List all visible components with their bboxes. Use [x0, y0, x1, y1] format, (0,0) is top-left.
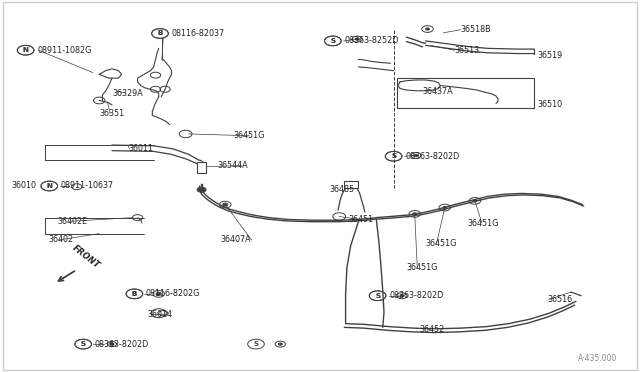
Text: 36518B: 36518B [461, 25, 492, 34]
Text: 36513: 36513 [454, 46, 479, 55]
Text: 36510: 36510 [538, 100, 563, 109]
Text: 36437A: 36437A [422, 87, 453, 96]
Circle shape [473, 200, 477, 202]
Text: S: S [81, 341, 86, 347]
Text: 36402E: 36402E [58, 217, 88, 226]
Text: 08911-1082G: 08911-1082G [37, 46, 92, 55]
Text: S: S [253, 341, 259, 347]
Text: 36451G: 36451G [234, 131, 265, 140]
Text: 08116-8202G: 08116-8202G [146, 289, 200, 298]
Circle shape [443, 206, 447, 209]
Text: B: B [132, 291, 137, 297]
Text: S: S [391, 153, 396, 159]
Text: B: B [157, 31, 163, 36]
Text: 08116-82037: 08116-82037 [172, 29, 225, 38]
Text: 08363-8202D: 08363-8202D [405, 152, 460, 161]
Text: FRONT: FRONT [70, 244, 101, 271]
Circle shape [413, 213, 417, 215]
Circle shape [414, 154, 418, 157]
Circle shape [426, 28, 429, 30]
Circle shape [223, 203, 228, 206]
Text: 36351: 36351 [99, 109, 124, 118]
Text: 36451G: 36451G [467, 219, 499, 228]
Text: 36011: 36011 [128, 144, 153, 153]
Circle shape [110, 343, 114, 345]
Text: S: S [81, 341, 86, 347]
Text: S: S [375, 293, 380, 299]
Text: N: N [22, 47, 29, 53]
Text: 36329A: 36329A [112, 89, 143, 97]
FancyBboxPatch shape [344, 181, 358, 188]
Text: 36451: 36451 [349, 215, 374, 224]
FancyBboxPatch shape [197, 162, 206, 173]
Text: 36014: 36014 [147, 310, 172, 319]
FancyBboxPatch shape [397, 78, 534, 108]
Text: 36451G: 36451G [426, 239, 457, 248]
Text: 08911-10637: 08911-10637 [61, 182, 114, 190]
Text: S: S [375, 293, 380, 299]
Text: B: B [157, 31, 163, 36]
Circle shape [400, 295, 404, 297]
Text: 36452: 36452 [419, 325, 444, 334]
Text: 08363-8252D: 08363-8252D [344, 36, 399, 45]
Text: N: N [46, 183, 52, 189]
Circle shape [278, 343, 282, 345]
Text: 36516: 36516 [547, 295, 572, 304]
Text: A·435.000: A·435.000 [579, 354, 618, 363]
Text: 36519: 36519 [538, 51, 563, 60]
Text: N: N [46, 183, 52, 189]
Text: 36407A: 36407A [221, 235, 252, 244]
Circle shape [197, 187, 206, 192]
Text: 08363-8202D: 08363-8202D [95, 340, 149, 349]
Text: 36010: 36010 [12, 182, 36, 190]
Text: 36485: 36485 [330, 185, 355, 194]
Text: S: S [391, 153, 396, 159]
Circle shape [355, 38, 359, 40]
Text: 08363-8202D: 08363-8202D [389, 291, 444, 300]
Text: S: S [330, 38, 335, 44]
Text: 36402: 36402 [48, 235, 73, 244]
Circle shape [156, 292, 161, 295]
Text: 36544A: 36544A [218, 161, 248, 170]
Text: 36451G: 36451G [406, 263, 438, 272]
Text: N: N [22, 47, 29, 53]
Text: S: S [330, 38, 335, 44]
Text: B: B [132, 291, 137, 297]
